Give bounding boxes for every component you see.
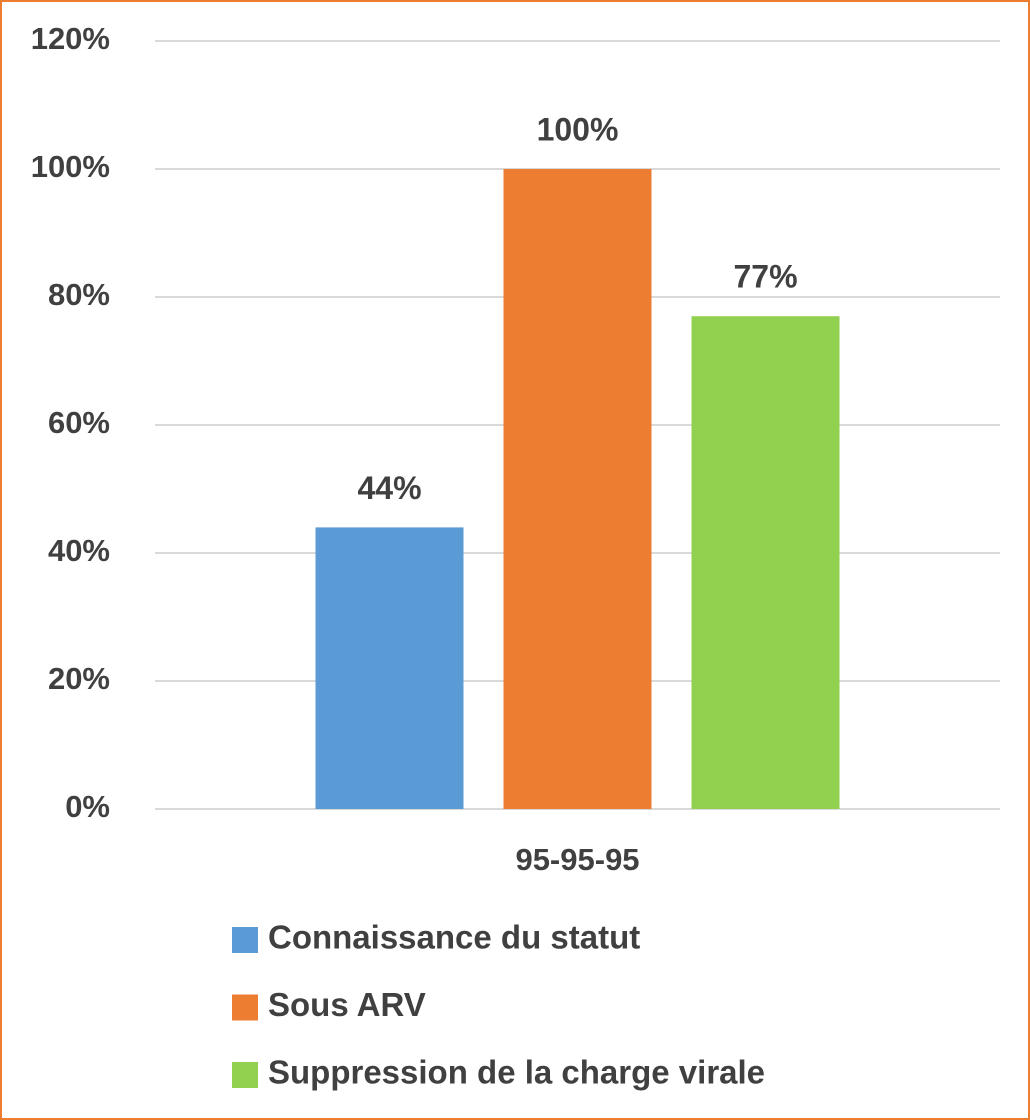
legend-swatch (232, 927, 258, 953)
bar (315, 527, 464, 809)
y-tick-label: 80% (48, 277, 110, 312)
bar (691, 316, 840, 809)
legend-swatch (232, 1062, 258, 1088)
legend-label: Sous ARV (268, 986, 426, 1023)
legend-label: Connaissance du statut (268, 919, 640, 956)
y-tick-label: 40% (48, 533, 110, 568)
legend-label: Suppression de la charge virale (268, 1054, 765, 1091)
y-tick-label: 0% (65, 789, 110, 824)
y-tick-label: 20% (48, 661, 110, 696)
x-tick-label: 95-95-95 (515, 842, 639, 877)
bar (503, 169, 652, 809)
value-label: 100% (537, 111, 619, 147)
legend-swatch (232, 994, 258, 1021)
y-tick-label: 100% (31, 149, 110, 184)
value-label: 77% (733, 259, 797, 295)
y-tick-label: 120% (31, 21, 110, 56)
value-label: 44% (357, 470, 421, 506)
y-tick-label: 60% (48, 405, 110, 440)
